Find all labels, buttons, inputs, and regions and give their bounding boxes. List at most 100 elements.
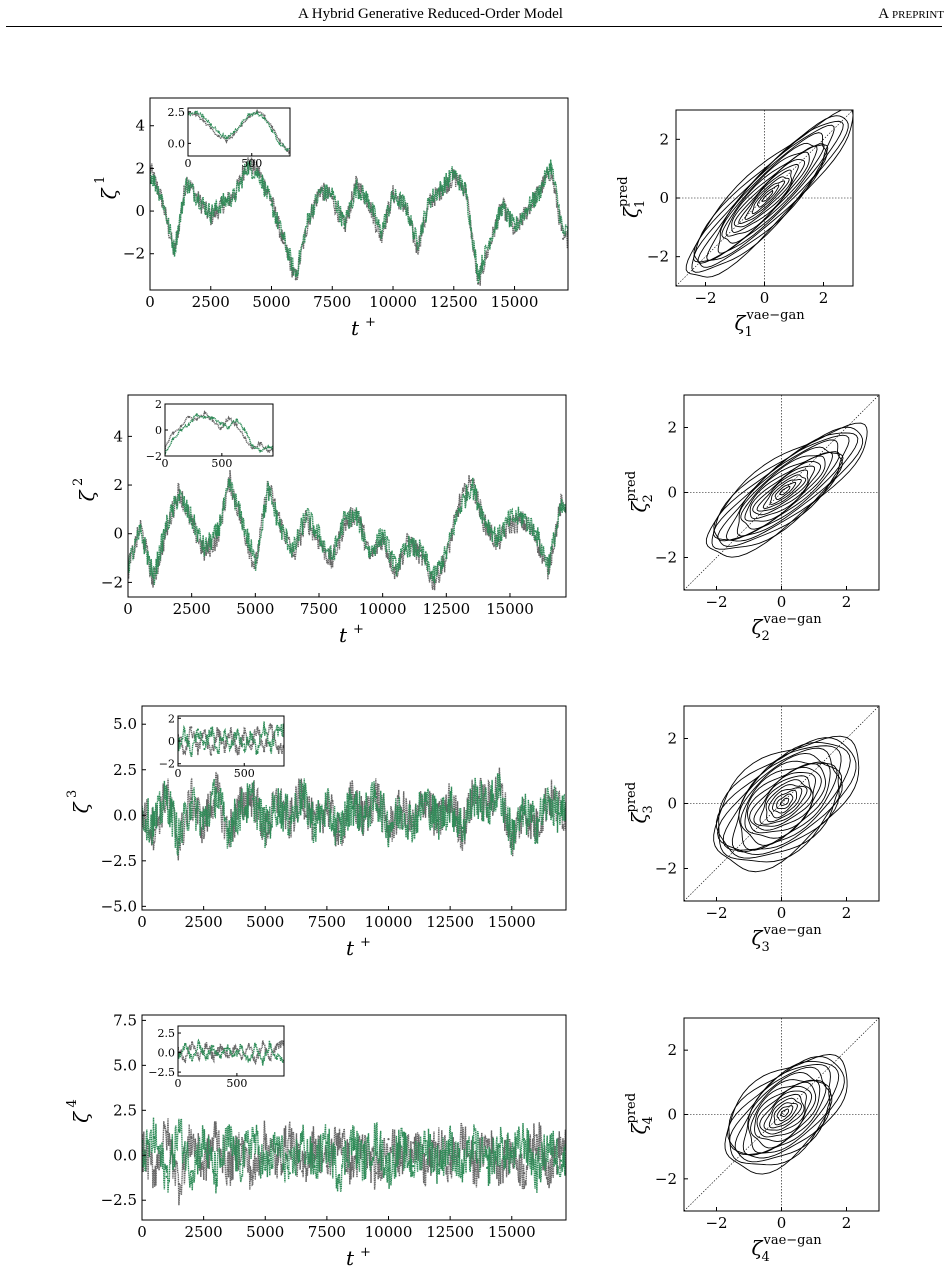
ts2-series-1-point <box>279 527 282 531</box>
inset4-series-1-point <box>247 1058 250 1061</box>
inset3-series-1-point <box>243 749 246 752</box>
inset1-series-1-point <box>202 115 205 118</box>
ts1-series-1-point <box>379 231 382 234</box>
ts2-series-1-point <box>356 515 359 518</box>
contour-level <box>717 143 825 254</box>
x-tick-label: 0 <box>777 1214 787 1232</box>
header-preprint-rest: Preprint <box>892 9 944 21</box>
ts1-series-1-point <box>562 231 565 234</box>
x-axis-label-sup: vae−gan <box>763 612 823 627</box>
ts1-series-1-point <box>501 205 504 208</box>
ts3-series-1-point <box>288 817 291 821</box>
y-axis-label-symbol: ζ <box>627 812 651 824</box>
contour-level <box>738 169 793 225</box>
ts2-series-1-point <box>368 552 371 555</box>
contour-level <box>756 469 809 512</box>
inset-x-tick-label: 500 <box>211 457 232 470</box>
x-tick-label: 15000 <box>491 293 539 311</box>
inset-y-tick-label: 0.0 <box>168 137 186 150</box>
inset4-series-1-point <box>233 1053 236 1056</box>
inset4-series-0-point <box>268 1058 271 1061</box>
ts2-series-1-point <box>445 552 448 555</box>
inset-x-tick-label: 0 <box>175 767 182 780</box>
ts4-series-1-point <box>313 1165 316 1168</box>
timeseries-panel-1: 0 2500 5000 7500 10000 12500 15000 −2 0 2 4 t + ζ 1 0 50… <box>93 97 569 340</box>
y-axis-label-symbol: ζ <box>619 206 643 218</box>
inset1-series-1-point <box>286 148 289 151</box>
timeseries-frame-1 <box>149 97 569 291</box>
inset3-series-0-point <box>236 751 239 754</box>
inset2-series-1-point <box>187 423 190 426</box>
ts1-series-1-point <box>161 197 164 200</box>
x-tick-label: 7500 <box>308 1223 346 1241</box>
ts2-series-1-point <box>267 488 270 491</box>
inset-y-tick-label: 2 <box>168 712 175 725</box>
ts2-series-1-point <box>165 525 168 528</box>
contour-level <box>747 1079 827 1154</box>
contour-level <box>768 787 803 819</box>
inset2-series-1-point <box>235 418 238 421</box>
x-axis-label-sup: + <box>353 622 364 637</box>
ts4-series-1-point <box>547 1143 550 1146</box>
ts2-series-1-point <box>292 549 295 552</box>
x-tick-label: 2 <box>842 904 852 922</box>
ts1-series-1-point <box>440 186 443 189</box>
ts3-series-1-point <box>350 801 353 804</box>
identity-line <box>684 395 879 590</box>
inset3-series-1-point <box>229 745 233 748</box>
ts4-series-0-point <box>276 1163 279 1166</box>
y-axis-label-sub: 3 <box>65 790 80 798</box>
contour-level <box>693 120 844 268</box>
x-axis-label-sub: 2 <box>762 629 770 644</box>
header-rule <box>6 26 942 27</box>
ts3-series-1-point <box>523 812 526 815</box>
ts4-series-1-point <box>375 1138 378 1141</box>
y-tick-label: −2 <box>655 1170 677 1188</box>
ts2-series-1-point <box>330 557 333 560</box>
y-tick-label: 0.0 <box>113 1146 137 1164</box>
inset-y-tick-label: 2.5 <box>168 106 186 119</box>
contour-level <box>762 474 807 509</box>
inset2-series-0-point <box>203 412 206 415</box>
inset4-series-1-trace <box>178 1038 284 1066</box>
x-tick-label: 0 <box>145 293 155 311</box>
inset2-series-1-point <box>267 445 270 448</box>
ts1-series-0-point <box>282 242 285 245</box>
y-tick-label: 2 <box>667 1041 677 1059</box>
ts1-series-1-point <box>428 199 431 202</box>
ts1-series-1-point <box>489 237 492 240</box>
inset-x-tick-label: 0 <box>162 457 169 470</box>
ts2-series-1-point <box>343 518 346 521</box>
contour-level <box>759 779 812 825</box>
ts3-series-1-point <box>510 834 513 837</box>
x-tick-label: 2 <box>842 1214 852 1232</box>
inset3-series-1-point <box>276 728 279 731</box>
ts2-series-1-point <box>508 518 512 521</box>
x-tick-label: 0 <box>123 600 133 618</box>
ts4-series-0-point <box>264 1138 267 1141</box>
inset2-series-0-point <box>235 423 238 426</box>
timeseries-frame-4 <box>141 1014 567 1221</box>
ts4-series-1-point <box>387 1168 390 1171</box>
inset1-series-1-trace <box>188 110 290 152</box>
ts3-series-1-point <box>239 808 242 811</box>
inset2-series-1-point <box>179 428 182 432</box>
contour-level <box>759 1090 807 1135</box>
contour-level <box>757 184 780 208</box>
inset-panel-2: 0 500−202 <box>146 398 274 470</box>
ts3-series-1-point <box>461 826 464 830</box>
x-tick-label: 7500 <box>300 600 338 618</box>
inset-y-tick-label: −2 <box>146 450 162 463</box>
ts3-series-1-point <box>412 821 415 824</box>
inset3-series-1-point <box>256 751 259 754</box>
x-tick-label: 2500 <box>192 293 230 311</box>
x-tick-label: 2 <box>842 593 852 611</box>
inset1-series-0-point <box>202 119 205 122</box>
ts2-series-1-point <box>432 576 435 579</box>
ts4-series-0-point <box>239 1143 242 1146</box>
ts2-series-1-point <box>394 566 397 569</box>
inset-x-tick-label: 500 <box>234 767 255 780</box>
inset4-series-1-point <box>275 1057 278 1060</box>
contour-level <box>715 741 851 859</box>
